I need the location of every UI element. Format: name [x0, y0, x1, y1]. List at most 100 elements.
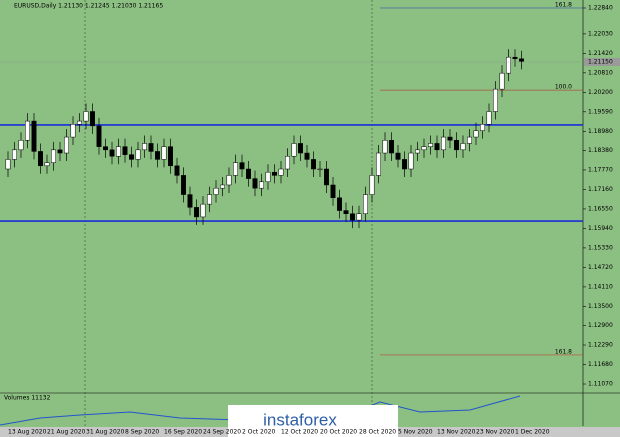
- candle-body: [389, 140, 394, 154]
- candle-body: [200, 203, 206, 218]
- x-tick-label: 13 Aug 2020: [8, 429, 47, 436]
- candle-body: [285, 155, 290, 170]
- candle-body: [96, 125, 102, 147]
- candle-body: [447, 136, 453, 141]
- candle-body: [187, 194, 193, 208]
- y-tick-label: 1.22840: [588, 4, 613, 11]
- price-box: [584, 57, 620, 66]
- candle-body: [272, 171, 277, 176]
- candle-body: [18, 140, 24, 151]
- candle-body: [291, 143, 297, 157]
- candle-body: [330, 184, 336, 199]
- candle-body: [161, 146, 167, 160]
- candle-body: [70, 124, 76, 138]
- candle-body: [499, 72, 505, 90]
- candle-body: [415, 149, 420, 154]
- x-tick-label: 20 Oct 2020: [320, 429, 357, 436]
- candle-body: [473, 130, 479, 138]
- candle-body: [350, 213, 355, 221]
- candle-body: [142, 143, 147, 151]
- y-tick-label: 1.19590: [588, 108, 613, 115]
- candle-body: [395, 152, 401, 160]
- candle-body: [480, 124, 485, 131]
- y-tick-label: 1.18380: [588, 147, 613, 154]
- candle-body: [155, 151, 160, 160]
- candle-body: [441, 136, 446, 151]
- candle-body: [103, 146, 108, 151]
- candle-body: [226, 175, 232, 186]
- y-tick-label: 1.18980: [588, 128, 613, 135]
- candle-body: [5, 159, 11, 170]
- candle-body: [506, 56, 511, 74]
- candle-body: [382, 140, 388, 154]
- y-tick-label: 1.20810: [588, 69, 613, 76]
- candle-body: [168, 146, 173, 167]
- x-tick-label: 5 Nov 2020: [398, 429, 433, 436]
- fib-label: 161.8: [555, 1, 572, 8]
- candle-body: [38, 151, 43, 167]
- y-tick-label: 1.15940: [588, 225, 613, 232]
- candle-body: [337, 197, 342, 211]
- candle-body: [90, 111, 95, 127]
- y-tick-label: 1.11070: [588, 381, 613, 388]
- fib-label: 161.8: [555, 348, 572, 355]
- candle-body: [116, 146, 121, 157]
- x-tick-label: 16 Sep 2020: [164, 429, 202, 436]
- candle-body: [493, 88, 498, 112]
- candle-body: [213, 187, 219, 195]
- candle-body: [428, 143, 433, 147]
- candle-body: [467, 136, 472, 144]
- fib-label: 100.0: [555, 84, 572, 91]
- candle-body: [454, 140, 459, 151]
- candle-body: [278, 168, 284, 176]
- candle-body: [83, 111, 89, 122]
- y-tick-label: 1.21420: [588, 50, 613, 57]
- y-tick-label: 1.12290: [588, 342, 613, 349]
- watermark-box: [228, 405, 398, 437]
- candle-body: [174, 165, 180, 176]
- y-tick-label: 1.11680: [588, 361, 613, 368]
- y-tick-label: 1.17770: [588, 166, 613, 173]
- x-tick-label: 21 Aug 2020: [47, 429, 86, 436]
- y-tick-label: 1.12900: [588, 322, 613, 329]
- candle-body: [265, 171, 271, 183]
- candle-body: [181, 175, 186, 195]
- candle-body: [304, 152, 310, 160]
- candle-body: [402, 159, 407, 170]
- price-label: 1.21150: [588, 58, 613, 65]
- x-tick-label: 23 Nov 2020: [476, 429, 515, 436]
- y-tick-label: 1.14110: [588, 283, 613, 290]
- candle-body: [363, 194, 368, 214]
- candle-body: [109, 149, 115, 157]
- watermark: instaforex: [263, 410, 337, 429]
- candle-body: [252, 178, 258, 189]
- candle-body: [311, 159, 316, 170]
- y-tick-label: 1.16550: [588, 205, 613, 212]
- candle-body: [51, 149, 56, 163]
- candle-body: [194, 207, 199, 218]
- candle-body: [207, 194, 212, 205]
- candle-body: [421, 146, 427, 151]
- candle-body: [148, 143, 154, 152]
- candle-body: [259, 181, 264, 189]
- candle-body: [460, 143, 466, 151]
- candle-body: [298, 143, 303, 154]
- y-tick-label: 1.15330: [588, 244, 613, 251]
- candle-body: [31, 120, 37, 152]
- y-tick-label: 1.20200: [588, 89, 613, 96]
- candle-body: [25, 120, 30, 141]
- candle-body: [220, 184, 225, 189]
- candle-body: [486, 111, 492, 125]
- y-tick-label: 1.13500: [588, 303, 613, 310]
- candle-body: [135, 149, 141, 160]
- candle-body: [246, 168, 251, 179]
- x-tick-label: 13 Nov 2020: [437, 429, 476, 436]
- candle-body: [64, 136, 69, 154]
- candle-body: [12, 149, 17, 160]
- candle-body: [356, 213, 362, 221]
- volume-label: Volumes 11132: [4, 395, 51, 402]
- x-tick-label: 31 Aug 2020: [86, 429, 125, 436]
- candle-body: [57, 149, 63, 154]
